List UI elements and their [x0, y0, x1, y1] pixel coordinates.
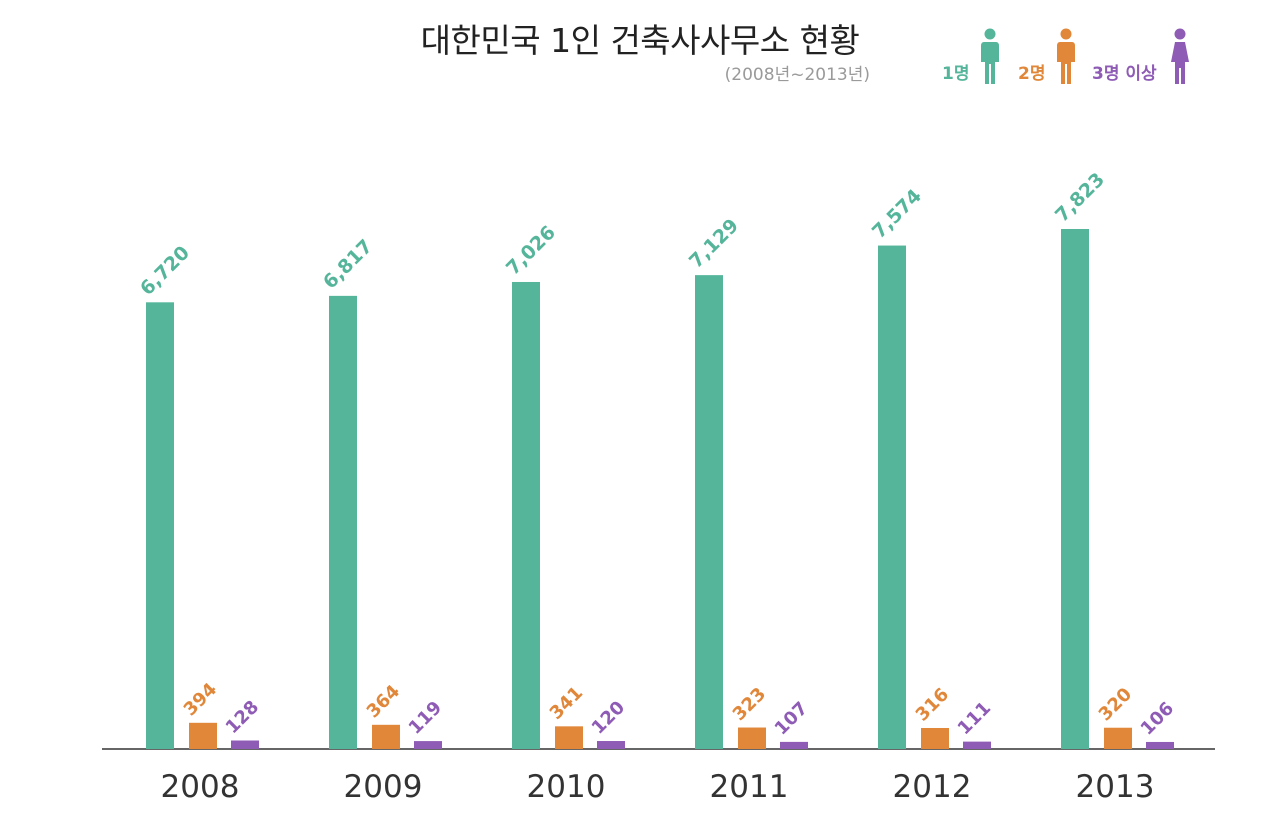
data-label-3-2008: 128 — [222, 697, 263, 738]
bar-2-2012 — [921, 727, 949, 749]
data-label-1-2011: 7,129 — [685, 215, 743, 273]
bar-3-2009 — [414, 741, 442, 749]
bar-3-2011 — [780, 741, 808, 749]
bar-1-2010 — [512, 281, 540, 749]
x-tick-label-2008: 2008 — [161, 769, 240, 805]
bar-1-2013 — [1061, 229, 1089, 749]
bar-1-2008 — [146, 302, 174, 749]
data-label-3-2009: 119 — [405, 697, 446, 738]
legend-label-3: 3명 이상 — [1092, 64, 1157, 84]
data-label-1-2013: 7,823 — [1051, 168, 1109, 226]
person-icon — [1171, 28, 1189, 84]
data-label-1-2009: 6,817 — [319, 235, 377, 293]
x-tick-label-2009: 2009 — [344, 769, 423, 805]
bar-2-2010 — [555, 726, 583, 749]
data-label-1-2012: 7,574 — [868, 185, 926, 243]
bar-3-2013 — [1146, 741, 1174, 749]
data-label-3-2010: 120 — [588, 697, 629, 738]
x-tick-label-2011: 2011 — [710, 769, 789, 805]
bar-1-2011 — [695, 275, 723, 749]
data-label-2-2010: 341 — [546, 682, 587, 723]
data-label-1-2010: 7,026 — [502, 221, 560, 279]
data-label-2-2008: 394 — [180, 679, 221, 720]
bar-3-2010 — [597, 741, 625, 749]
chart-subtitle: (2008년~2013년) — [724, 65, 870, 85]
x-tick-label-2012: 2012 — [893, 769, 972, 805]
bar-1-2009 — [329, 295, 357, 749]
data-label-2-2012: 316 — [912, 684, 953, 725]
data-label-3-2011: 107 — [771, 698, 812, 739]
bar-2-2008 — [189, 722, 217, 749]
data-label-3-2012: 111 — [954, 698, 995, 739]
bar-2-2011 — [738, 727, 766, 749]
chart-title: 대한민국 1인 건축사사무소 현황 — [420, 21, 860, 60]
bar-3-2008 — [231, 740, 259, 749]
data-label-2-2009: 364 — [363, 681, 404, 722]
person-icon — [1057, 28, 1075, 84]
data-label-2-2013: 320 — [1095, 684, 1136, 725]
data-label-3-2013: 106 — [1137, 698, 1178, 739]
bar-1-2012 — [878, 245, 906, 749]
bar-2-2013 — [1104, 727, 1132, 749]
legend-label-2: 2명 — [1018, 64, 1046, 84]
x-tick-label-2013: 2013 — [1076, 769, 1155, 805]
bar-2-2009 — [372, 724, 400, 749]
bar-3-2012 — [963, 741, 991, 749]
person-icon — [981, 28, 999, 84]
legend-label-1: 1명 — [942, 64, 970, 84]
x-tick-label-2010: 2010 — [527, 769, 606, 805]
data-label-2-2011: 323 — [729, 684, 770, 725]
data-label-1-2008: 6,720 — [136, 242, 194, 300]
